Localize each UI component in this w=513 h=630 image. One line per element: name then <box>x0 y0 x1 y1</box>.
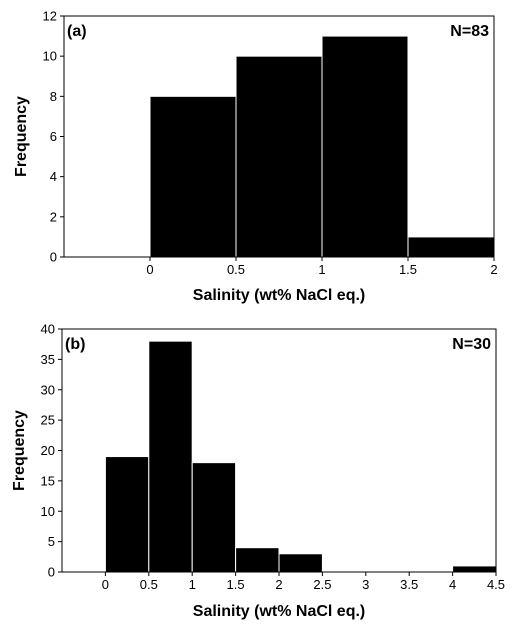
y-axis-title: Frequency <box>11 410 28 491</box>
y-tick-label: 30 <box>41 382 55 397</box>
x-tick-label: 4 <box>449 577 456 592</box>
x-axis-title: Salinity (wt% NaCl eq.) <box>193 603 365 620</box>
y-axis-title: Frequency <box>13 96 30 177</box>
panel-label: (a) <box>67 23 87 40</box>
histogram-bar <box>452 565 497 573</box>
histogram-bar <box>148 340 193 573</box>
y-tick-label: 12 <box>43 9 57 24</box>
histogram-panel-b: 0 5 10 15 20 25 30 35 40 0 0.5 1 1.5 2 2.5 3 3.5 4 4.5 Sali… <box>11 322 505 621</box>
panel-label: (b) <box>65 336 85 353</box>
x-tick-label: 2 <box>275 577 282 592</box>
x-tick-label: 3 <box>362 577 369 592</box>
x-axis-title: Salinity (wt% NaCl eq.) <box>193 287 365 304</box>
x-tick-label: 4.5 <box>487 577 505 592</box>
x-tick-label: 1.5 <box>227 577 245 592</box>
x-tick-label: 2 <box>490 262 497 277</box>
y-tick-label: 20 <box>41 443 55 458</box>
histogram-bar <box>104 456 150 573</box>
y-tick-label: 6 <box>50 129 57 144</box>
x-tick-label: 1 <box>189 577 196 592</box>
y-tick-label: 2 <box>50 209 57 224</box>
y-tick-label: 10 <box>43 49 57 64</box>
y-tick-label: 4 <box>50 169 57 184</box>
histogram-panel-a: 0 2 4 6 8 10 12 0 0.5 1 1.5 2 Salinity (wt% NaCl eq.… <box>13 9 498 305</box>
sample-count-annotation: N=30 <box>452 336 491 353</box>
x-tick-label: 0 <box>146 262 153 277</box>
histogram-bar <box>149 95 237 258</box>
sample-count-annotation: N=83 <box>450 23 489 40</box>
y-tick-label: 0 <box>48 565 55 580</box>
x-tick-label: 3.5 <box>400 577 418 592</box>
y-tick-label: 5 <box>48 534 55 549</box>
x-tick-label: 0.5 <box>227 262 245 277</box>
x-tick-label: 1 <box>318 262 325 277</box>
y-tick-label: 8 <box>50 89 57 104</box>
x-tick-label: 1.5 <box>399 262 417 277</box>
y-tick-label: 0 <box>50 250 57 265</box>
y-tick-label: 25 <box>41 413 55 428</box>
y-tick-label: 15 <box>41 473 55 488</box>
histogram-bar <box>191 462 237 573</box>
y-tick-label: 10 <box>41 504 55 519</box>
histogram-bar <box>407 236 495 258</box>
x-tick-label: 0 <box>102 577 109 592</box>
histogram-bar <box>278 553 323 573</box>
x-tick-label: 0.5 <box>140 577 158 592</box>
histogram-bar <box>235 55 323 258</box>
histogram-bar <box>321 35 409 258</box>
x-tick-label: 2.5 <box>313 577 331 592</box>
y-tick-label: 40 <box>41 322 55 337</box>
histogram-bar <box>235 547 280 573</box>
y-tick-label: 35 <box>41 352 55 367</box>
